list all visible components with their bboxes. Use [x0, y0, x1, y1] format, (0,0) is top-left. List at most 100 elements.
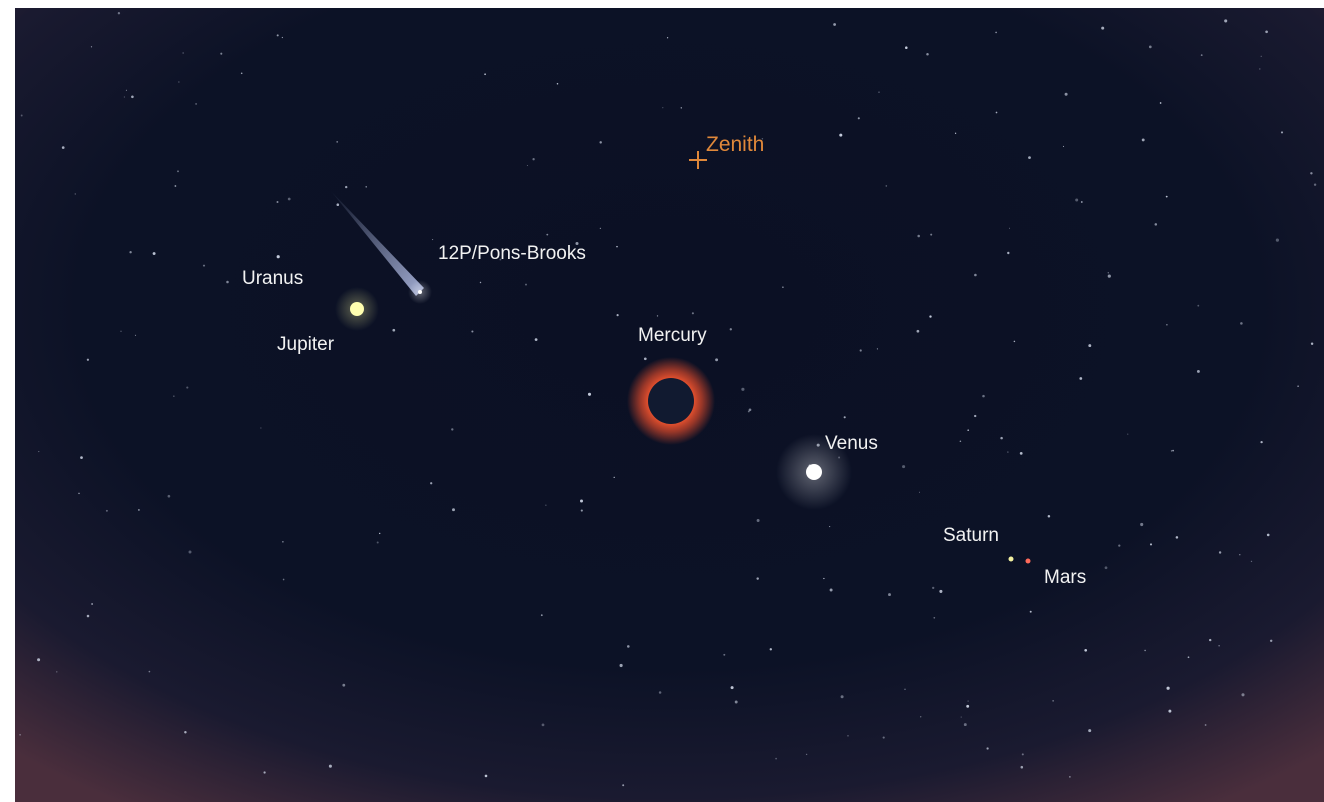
star: [78, 493, 80, 495]
star: [1281, 131, 1283, 133]
star: [974, 415, 976, 417]
star: [681, 107, 682, 108]
star: [541, 614, 543, 616]
star: [741, 388, 744, 391]
star: [1048, 515, 1051, 518]
star: [723, 654, 725, 656]
star: [329, 765, 332, 768]
comet-nucleus: [418, 290, 422, 294]
star: [627, 645, 630, 648]
star: [731, 686, 734, 689]
star: [1297, 385, 1299, 387]
star: [730, 328, 732, 330]
star: [277, 255, 280, 258]
star: [1310, 172, 1312, 174]
star: [430, 482, 432, 484]
object-label: Uranus: [242, 268, 303, 289]
star: [982, 395, 985, 398]
star: [1265, 30, 1268, 33]
star: [1007, 252, 1009, 254]
star: [19, 734, 21, 736]
star: [930, 234, 932, 236]
star: [138, 509, 140, 511]
saturn: [1009, 557, 1014, 562]
star: [432, 239, 433, 240]
star: [782, 286, 784, 288]
star: [288, 198, 291, 201]
star: [365, 186, 366, 187]
star: [471, 330, 473, 332]
star: [657, 315, 658, 316]
star: [806, 754, 807, 755]
star: [62, 146, 65, 149]
star: [263, 771, 265, 773]
star: [186, 387, 188, 389]
star: [1105, 566, 1108, 569]
star: [189, 551, 192, 554]
star: [1079, 377, 1082, 380]
star: [282, 541, 284, 543]
star: [883, 737, 885, 739]
star: [195, 103, 197, 105]
star: [37, 658, 40, 661]
star: [622, 784, 624, 786]
object-label: Mars: [1044, 567, 1086, 588]
star: [715, 358, 718, 361]
mars: [1026, 559, 1031, 564]
star: [929, 315, 931, 317]
star: [277, 201, 279, 203]
star: [1166, 324, 1168, 326]
object-label: Mercury: [638, 325, 707, 346]
star: [118, 12, 120, 14]
star: [770, 648, 772, 650]
star: [844, 416, 846, 418]
star: [735, 701, 738, 704]
star: [1167, 687, 1170, 690]
star: [1171, 450, 1172, 451]
star: [131, 96, 134, 99]
star: [932, 587, 934, 589]
star: [485, 775, 488, 778]
star: [129, 251, 131, 253]
star: [480, 282, 481, 283]
zenith-label: Zenith: [706, 133, 764, 156]
star: [175, 185, 177, 187]
star: [1241, 693, 1244, 696]
object-label: Venus: [825, 433, 878, 454]
star: [1108, 272, 1109, 273]
star: [1201, 54, 1203, 56]
star: [183, 53, 184, 54]
star: [1205, 724, 1207, 726]
star: [757, 519, 760, 522]
star: [1009, 228, 1010, 229]
star: [588, 393, 591, 396]
star: [260, 427, 261, 428]
star: [1224, 19, 1227, 22]
star: [1022, 753, 1024, 755]
star: [1239, 554, 1240, 555]
star: [1218, 645, 1219, 646]
star: [1261, 56, 1262, 57]
star: [546, 234, 548, 236]
star: [904, 689, 905, 690]
star: [939, 590, 942, 593]
star: [379, 533, 380, 534]
star: [662, 107, 663, 108]
star: [955, 133, 956, 134]
star: [1028, 156, 1031, 159]
star: [1276, 239, 1279, 242]
star: [226, 281, 229, 284]
star: [527, 165, 528, 166]
star: [878, 92, 879, 93]
star: [986, 747, 988, 749]
star: [860, 349, 862, 351]
star: [599, 141, 601, 143]
star: [581, 510, 583, 512]
star: [337, 203, 340, 206]
star: [667, 37, 668, 38]
star: [75, 193, 76, 194]
star: [277, 34, 279, 36]
star: [1063, 146, 1064, 147]
star: [1314, 184, 1316, 186]
star: [282, 37, 283, 38]
